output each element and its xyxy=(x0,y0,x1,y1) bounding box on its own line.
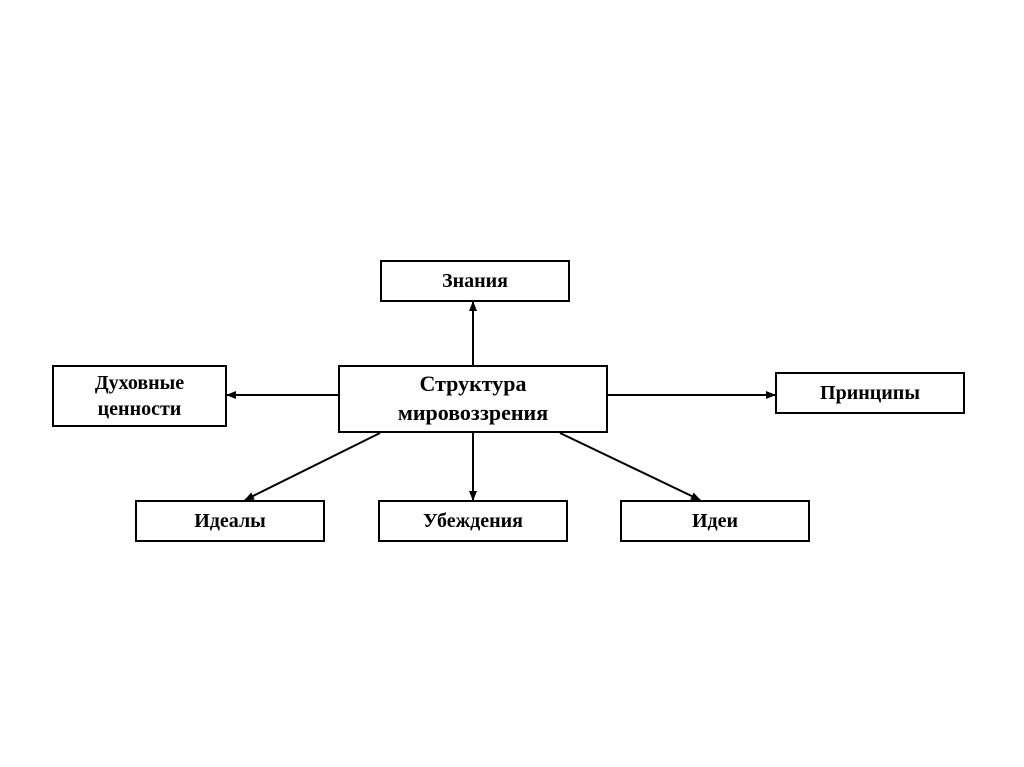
node-bottom-center-label: Убеждения xyxy=(423,508,523,534)
node-right-label: Принципы xyxy=(820,380,920,406)
structure-diagram: Структурамировоззрения Знания Духовныеце… xyxy=(0,0,1024,767)
node-right: Принципы xyxy=(775,372,965,414)
node-top: Знания xyxy=(380,260,570,302)
node-top-label: Знания xyxy=(442,268,508,294)
node-bottom-right-label: Идеи xyxy=(692,508,738,534)
node-bottom-left-label: Идеалы xyxy=(194,508,266,534)
node-bottom-right: Идеи xyxy=(620,500,810,542)
node-center: Структурамировоззрения xyxy=(338,365,608,433)
node-bottom-left: Идеалы xyxy=(135,500,325,542)
node-left: Духовныеценности xyxy=(52,365,227,427)
node-left-label: Духовныеценности xyxy=(95,370,184,422)
node-center-label: Структурамировоззрения xyxy=(398,370,548,427)
node-bottom-center: Убеждения xyxy=(378,500,568,542)
